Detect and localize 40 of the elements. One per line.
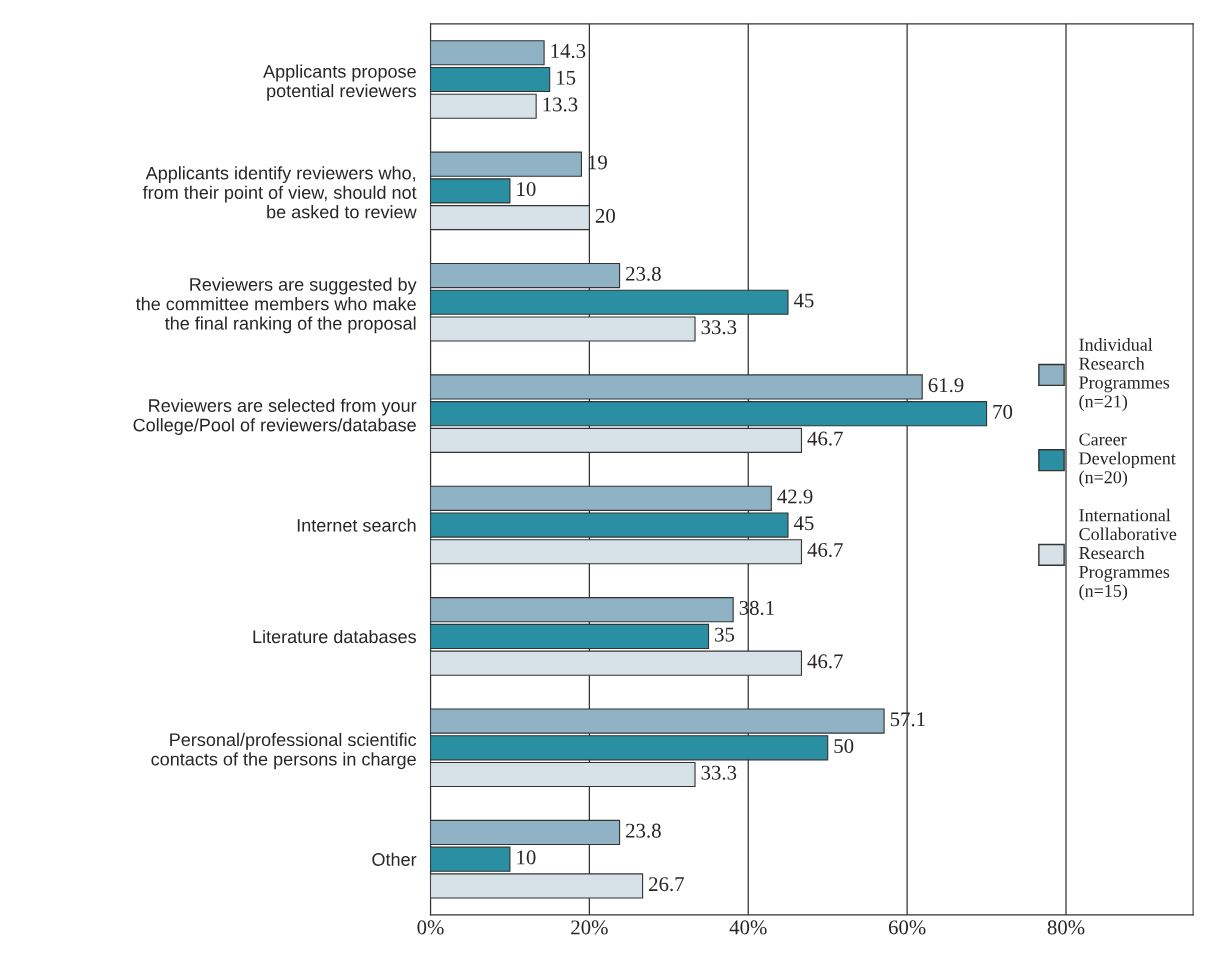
y-tick-label: Internet search: [297, 518, 416, 532]
data-label: 15: [557, 70, 576, 85]
legend-label: International Collaborative Research Programmes (n=15): [1079, 508, 1177, 601]
data-label: 23.8: [626, 823, 661, 838]
bar: [430, 93, 537, 119]
x-tick-label: 40%: [729, 920, 767, 935]
data-label: 70: [993, 404, 1013, 419]
data-label: 46.7: [807, 654, 843, 669]
data-label: 45: [793, 516, 814, 531]
legend-label: Career Development (n=20): [1079, 433, 1176, 487]
data-label: 61.9: [928, 378, 964, 393]
data-label: 42.9: [777, 489, 813, 504]
y-tick-label: Personal/professional scientific contacts of the persons in charge: [151, 732, 417, 770]
data-label: 10: [517, 850, 536, 865]
y-tick-label: Reviewers are selected from your College/Pool of reviewers/database: [133, 398, 417, 435]
data-label: 35: [715, 627, 735, 642]
data-label: 45: [793, 293, 814, 308]
legend-label: Individual Research Programmes (n=21): [1079, 338, 1170, 412]
y-tick-label: Applicants identify reviewers who, from their point of view, should not be asked to review: [142, 166, 417, 219]
data-label: 33.3: [701, 320, 737, 335]
x-tick-label: 60%: [888, 920, 926, 935]
y-tick-label: Literature databases: [253, 629, 416, 644]
data-label: 10: [517, 182, 536, 197]
data-label: 46.7: [807, 542, 843, 558]
data-label: 50: [834, 738, 854, 754]
y-tick-label: Applicants propose potential reviewers: [263, 64, 416, 101]
y-tick-label: Other: [372, 852, 417, 866]
bar: [430, 66, 551, 93]
x-tick-label: 20%: [571, 920, 608, 935]
data-label: 26.7: [649, 877, 685, 892]
bar: [430, 40, 545, 66]
y-tick-label: Reviewers are suggested by the committee members who make the final ranking of the proposal: [135, 277, 417, 334]
data-label: 14.3: [551, 44, 586, 59]
data-label: 23.8: [626, 266, 661, 281]
x-tick-label: 80%: [1047, 920, 1085, 935]
data-label: 20: [595, 208, 615, 223]
data-label: 46.7: [807, 431, 843, 446]
x-tick-label: 0%: [417, 920, 444, 935]
data-label: 13.3: [543, 97, 578, 112]
data-label: 33.3: [701, 765, 737, 780]
